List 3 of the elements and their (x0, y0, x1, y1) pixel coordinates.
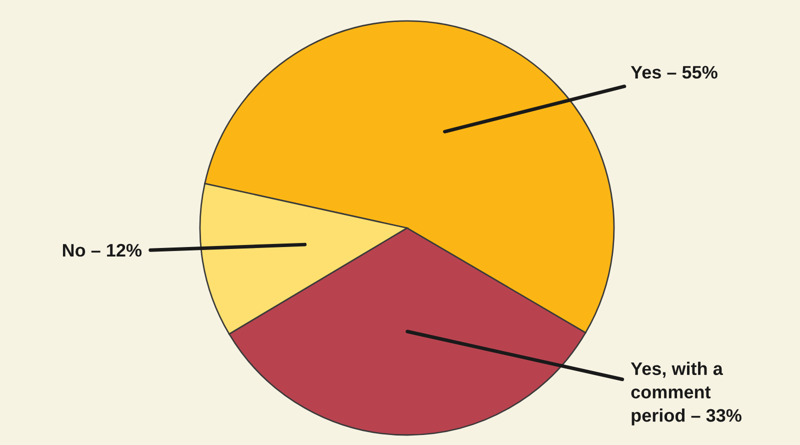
slice-label: Yes, with a comment period – 33% (630, 362, 742, 426)
slice-label: No – 12% (62, 244, 142, 257)
slice-label: Yes – 55% (630, 66, 718, 79)
